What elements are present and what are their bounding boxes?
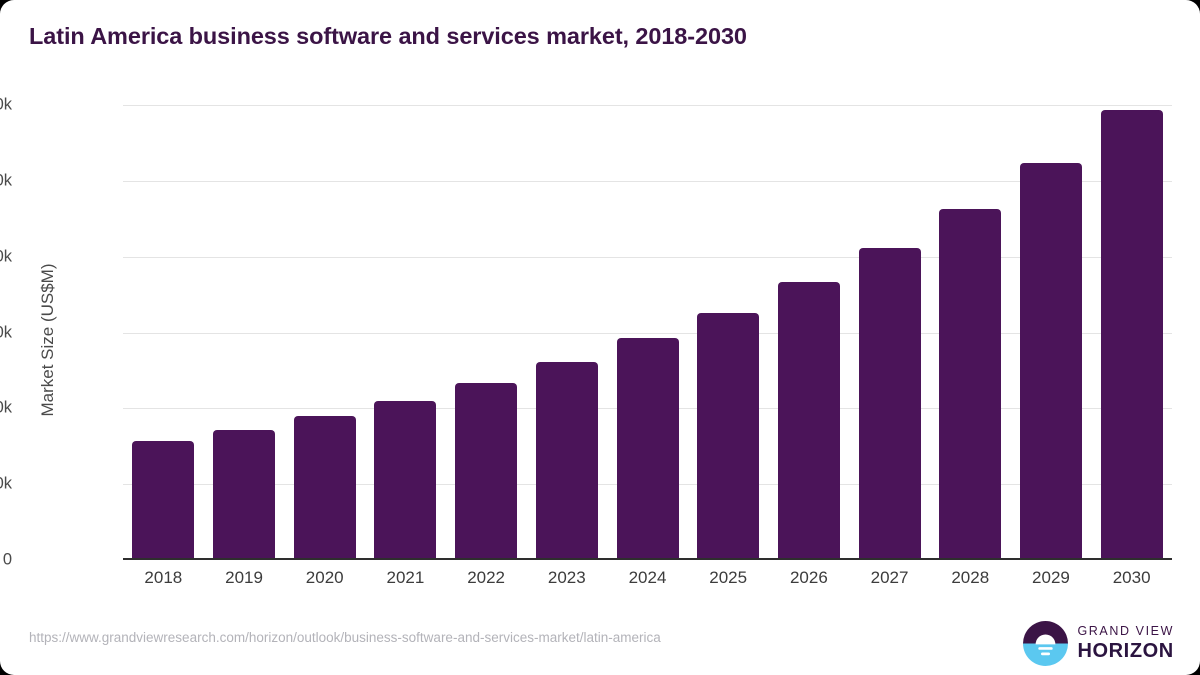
bar[interactable] bbox=[535, 362, 598, 560]
x-tick-label: 2024 bbox=[628, 568, 667, 587]
bar[interactable] bbox=[697, 312, 760, 560]
gridline bbox=[123, 332, 1172, 334]
bar[interactable] bbox=[374, 400, 437, 560]
y-tick-label: 40k bbox=[0, 398, 12, 417]
x-tick-label: 2026 bbox=[789, 568, 828, 587]
y-tick-label: 100k bbox=[0, 171, 12, 190]
logo-line-horizon: HORIZON bbox=[1077, 640, 1174, 663]
horizon-sunrise-icon bbox=[1023, 620, 1069, 666]
x-tick-label: 2018 bbox=[144, 568, 183, 587]
x-axis-line bbox=[123, 558, 1172, 560]
bar[interactable] bbox=[1019, 162, 1082, 560]
y-tick-label: 20k bbox=[0, 474, 12, 493]
x-tick-label: 2030 bbox=[1112, 568, 1151, 587]
bar[interactable] bbox=[455, 382, 518, 560]
bar[interactable] bbox=[939, 208, 1002, 560]
x-tick-label: 2025 bbox=[709, 568, 748, 587]
x-tick-label: 2027 bbox=[870, 568, 909, 587]
x-tick-label: 2028 bbox=[951, 568, 990, 587]
bar[interactable] bbox=[858, 247, 921, 560]
source-url[interactable]: https://www.grandviewresearch.com/horizo… bbox=[29, 630, 661, 645]
bar[interactable] bbox=[293, 415, 356, 560]
x-tick-label: 2019 bbox=[225, 568, 263, 587]
x-tick-label: 2022 bbox=[467, 568, 506, 587]
grand-view-horizon-logo: GRAND VIEW HORIZON bbox=[1023, 620, 1174, 666]
x-tick-label: 2020 bbox=[305, 568, 344, 587]
x-tick-label: 2029 bbox=[1032, 568, 1070, 587]
bar[interactable] bbox=[777, 282, 840, 560]
page-title: Latin America business software and serv… bbox=[29, 23, 747, 49]
y-tick-label: 120k bbox=[0, 95, 12, 114]
bar[interactable] bbox=[1100, 110, 1163, 560]
gridline bbox=[123, 256, 1172, 258]
y-axis-title: Market Size (US$M) bbox=[38, 263, 57, 417]
gridline bbox=[123, 105, 1172, 106]
bar[interactable] bbox=[616, 338, 679, 560]
logo-wordmark: GRAND VIEW HORIZON bbox=[1077, 625, 1174, 662]
bar[interactable] bbox=[213, 429, 276, 560]
logo-line-grand-view: GRAND VIEW bbox=[1077, 623, 1174, 638]
y-tick-label: 60k bbox=[0, 323, 12, 341]
y-tick-label: 80k bbox=[0, 247, 12, 266]
x-tick-label: 2021 bbox=[386, 568, 425, 587]
bar[interactable] bbox=[132, 440, 195, 560]
gridline bbox=[123, 180, 1172, 182]
x-tick-label: 2023 bbox=[547, 568, 586, 587]
y-tick-label: 0 bbox=[2, 550, 12, 569]
plot-area bbox=[123, 105, 1172, 560]
